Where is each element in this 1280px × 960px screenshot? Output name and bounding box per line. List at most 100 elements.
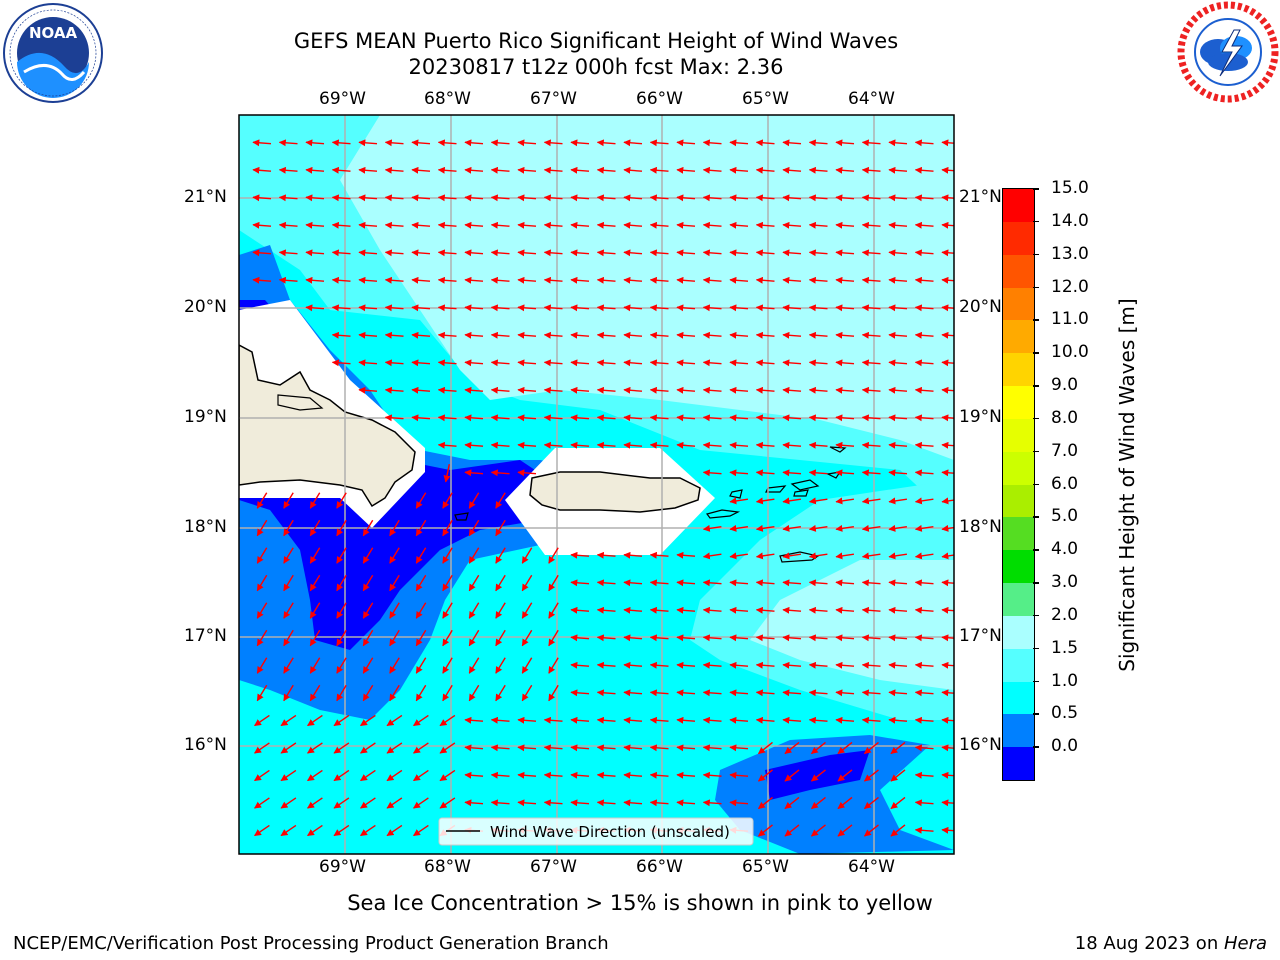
wind-wave-arrow bbox=[649, 166, 669, 174]
wind-wave-arrow bbox=[517, 771, 537, 779]
wind-wave-arrow bbox=[835, 579, 855, 587]
wind-wave-arrow bbox=[755, 331, 775, 339]
wind-wave-arrow bbox=[307, 824, 323, 837]
wind-wave-arrow bbox=[384, 414, 404, 422]
wind-wave-arrow bbox=[543, 414, 563, 422]
wind-wave-arrow bbox=[782, 276, 802, 284]
wind-wave-arrow bbox=[782, 221, 802, 229]
wind-wave-arrow bbox=[649, 771, 669, 779]
wind-wave-arrow bbox=[941, 249, 954, 257]
wind-wave-arrow bbox=[464, 441, 484, 449]
wind-wave-arrow bbox=[914, 166, 934, 174]
wind-wave-arrow bbox=[495, 519, 506, 537]
wind-wave-arrow bbox=[914, 386, 934, 394]
wind-wave-arrow bbox=[442, 519, 453, 537]
wind-wave-arrow bbox=[468, 629, 480, 647]
wind-wave-arrows bbox=[252, 139, 954, 837]
wind-wave-arrow bbox=[623, 221, 643, 229]
wind-wave-arrow bbox=[543, 359, 563, 367]
wind-wave-arrow bbox=[702, 331, 722, 339]
wind-wave-arrow bbox=[835, 716, 855, 724]
wind-wave-arrow bbox=[702, 139, 722, 147]
wind-wave-arrow bbox=[755, 359, 775, 367]
wind-wave-arrow bbox=[914, 221, 934, 229]
wind-wave-arrow bbox=[861, 716, 881, 724]
wind-wave-arrow bbox=[570, 276, 590, 284]
wind-wave-arrow bbox=[941, 826, 954, 834]
wind-wave-arrow bbox=[676, 331, 696, 339]
wind-wave-arrow bbox=[254, 797, 270, 809]
wind-wave-arrow bbox=[362, 519, 374, 537]
wind-wave-arrow bbox=[413, 742, 429, 754]
wind-wave-arrow bbox=[623, 441, 643, 449]
lon-label-bottom-3: 67°W bbox=[530, 857, 577, 877]
wind-wave-arrow bbox=[729, 331, 749, 339]
wind-wave-arrow bbox=[941, 194, 954, 202]
wind-wave-arrow bbox=[596, 386, 616, 394]
wind-wave-arrow bbox=[702, 524, 722, 532]
wind-wave-arrow bbox=[411, 331, 431, 339]
wind-wave-arrow bbox=[861, 524, 881, 532]
wind-wave-arrow bbox=[283, 574, 294, 592]
wind-wave-arrow bbox=[941, 634, 954, 642]
wind-wave-arrow bbox=[331, 276, 351, 284]
wind-wave-arrow bbox=[389, 547, 400, 564]
wind-wave-arrow bbox=[362, 574, 374, 592]
lat-label-right-4: 18°N bbox=[959, 517, 1002, 537]
wind-wave-arrow bbox=[413, 824, 429, 837]
wind-wave-arrow bbox=[333, 769, 350, 782]
wind-wave-arrow bbox=[861, 414, 881, 422]
wind-wave-arrow bbox=[283, 492, 294, 509]
wind-wave-arrow bbox=[521, 657, 533, 674]
wind-wave-arrow bbox=[808, 716, 828, 724]
wind-wave-arrow bbox=[914, 414, 934, 422]
wind-wave-arrow bbox=[543, 276, 563, 284]
wind-wave-arrow bbox=[464, 194, 484, 202]
colorbar-swatch bbox=[1003, 484, 1034, 518]
wind-wave-arrow bbox=[495, 492, 506, 509]
wind-wave-arrow bbox=[702, 249, 722, 257]
wind-wave-arrow bbox=[888, 497, 908, 505]
wind-wave-arrow bbox=[861, 276, 881, 284]
wind-wave-arrow bbox=[442, 492, 453, 509]
wind-wave-arrow bbox=[649, 551, 669, 559]
wind-wave-arrow bbox=[729, 139, 749, 147]
wind-wave-arrow bbox=[517, 166, 537, 174]
colorbar-tick-label: 9.0 bbox=[1051, 375, 1079, 395]
wind-wave-arrow bbox=[888, 606, 908, 614]
wind-wave-arrow bbox=[676, 579, 696, 587]
wind-wave-arrow bbox=[888, 579, 908, 587]
wind-wave-arrow bbox=[702, 469, 722, 477]
wind-wave-arrow bbox=[861, 497, 881, 505]
tortuga-land bbox=[277, 394, 324, 411]
wind-wave-arrow bbox=[278, 276, 298, 284]
wind-wave-arrow bbox=[676, 304, 696, 312]
wind-wave-arrow bbox=[808, 359, 828, 367]
wind-wave-arrow bbox=[755, 469, 775, 477]
wind-wave-arrow bbox=[358, 386, 378, 394]
wind-wave-arrow bbox=[570, 386, 590, 394]
wind-wave-arrow bbox=[596, 606, 616, 614]
wind-wave-arrow bbox=[307, 714, 323, 727]
wind-wave-arrow bbox=[490, 386, 510, 394]
colorbar-swatch bbox=[1003, 221, 1034, 256]
wind-wave-arrow bbox=[755, 606, 775, 614]
wind-wave-arrow bbox=[782, 441, 802, 449]
wind-wave-arrow bbox=[676, 689, 696, 697]
wind-wave-arrow bbox=[623, 359, 643, 367]
wind-wave-arrow bbox=[835, 359, 855, 367]
wind-wave-arrow bbox=[729, 221, 749, 229]
wind-wave-arrow bbox=[570, 716, 590, 724]
wind-wave-arrow bbox=[358, 276, 378, 284]
wind-wave-arrow bbox=[362, 602, 374, 619]
wind-wave-arrow bbox=[360, 769, 376, 782]
wind-wave-arrow bbox=[437, 359, 457, 367]
wind-wave-arrow bbox=[548, 629, 559, 647]
wind-wave-arrow bbox=[517, 414, 537, 422]
wind-wave-arrow bbox=[278, 249, 298, 257]
colorbar-tick-label: 5.0 bbox=[1051, 506, 1079, 527]
wind-wave-arrow bbox=[464, 249, 484, 257]
wind-wave-arrow bbox=[914, 469, 934, 477]
wind-wave-arrow bbox=[517, 716, 537, 724]
